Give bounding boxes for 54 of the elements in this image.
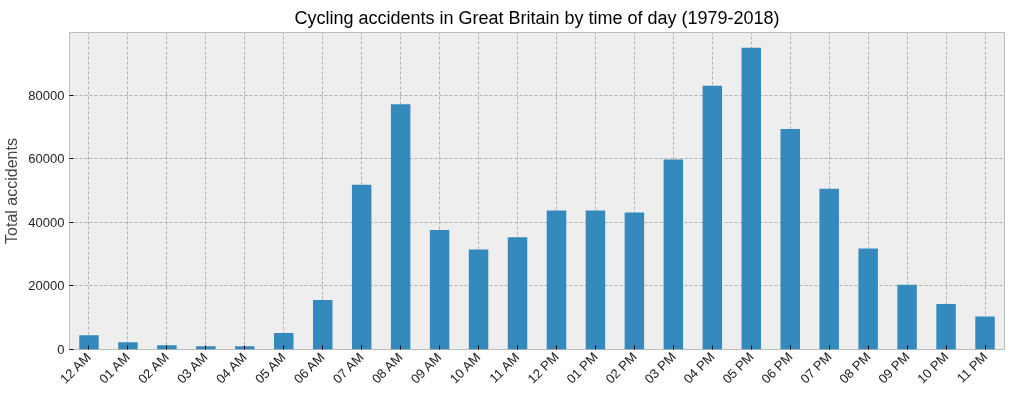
x-tick-label: 06 PM — [758, 349, 796, 387]
bar — [235, 346, 255, 350]
y-tick-label: 20000 — [28, 278, 65, 294]
x-tick-label: 07 AM — [329, 349, 367, 387]
x-tick-label: 12 PM — [524, 349, 562, 387]
x-tick-label: 02 PM — [602, 349, 640, 387]
bar — [118, 342, 138, 350]
x-tick-label: 08 AM — [368, 349, 406, 387]
bar — [663, 159, 684, 350]
x-tick-label: 01 AM — [96, 349, 133, 387]
x-tick-label: 04 AM — [212, 349, 250, 387]
bar — [429, 230, 450, 350]
y-tick-label: 60000 — [28, 151, 65, 167]
x-tick-label: 08 PM — [836, 349, 874, 387]
x-tick-label: 05 PM — [719, 349, 757, 387]
bar — [819, 188, 839, 350]
y-axis-title: Total accidents — [3, 138, 21, 244]
y-tick-label: 40000 — [28, 214, 65, 230]
bar — [702, 85, 723, 350]
x-tick-label: 10 PM — [914, 349, 952, 387]
bar — [79, 335, 99, 350]
x-tick-label: 02 AM — [135, 349, 172, 387]
x-tick-label: 03 PM — [641, 349, 679, 387]
bar — [624, 212, 645, 350]
bar — [741, 47, 762, 350]
bar — [936, 304, 956, 350]
bar — [351, 184, 372, 350]
x-tick-label: 10 AM — [446, 349, 484, 387]
y-tick-label: 0 — [57, 342, 65, 357]
bar — [390, 104, 411, 350]
bar — [546, 210, 567, 350]
bar — [157, 345, 177, 350]
bar — [897, 284, 917, 350]
bar — [196, 346, 216, 350]
bar — [780, 129, 800, 350]
bar — [975, 316, 995, 350]
bar — [312, 299, 333, 350]
x-tick-label: 04 PM — [680, 349, 718, 387]
x-tick-label: 06 AM — [290, 349, 328, 387]
bar — [585, 210, 606, 350]
bar — [274, 332, 294, 350]
x-tick-label: 11 PM — [953, 349, 991, 386]
x-tick-label: 09 AM — [407, 349, 445, 387]
bar — [858, 248, 878, 350]
bar — [468, 249, 489, 350]
x-tick-label: 01 PM — [563, 349, 601, 387]
bar — [507, 237, 528, 350]
y-tick-label: 80000 — [28, 87, 65, 103]
x-tick-label: 07 PM — [797, 349, 835, 387]
x-tick-label: 05 AM — [251, 349, 289, 387]
x-tick-label: 11 AM — [486, 349, 523, 386]
x-tick-label: 03 AM — [173, 349, 211, 387]
chart-title: Cycling accidents in Great Britain by time of day (1979-2018) — [294, 7, 780, 28]
x-tick-label: 09 PM — [875, 349, 913, 387]
